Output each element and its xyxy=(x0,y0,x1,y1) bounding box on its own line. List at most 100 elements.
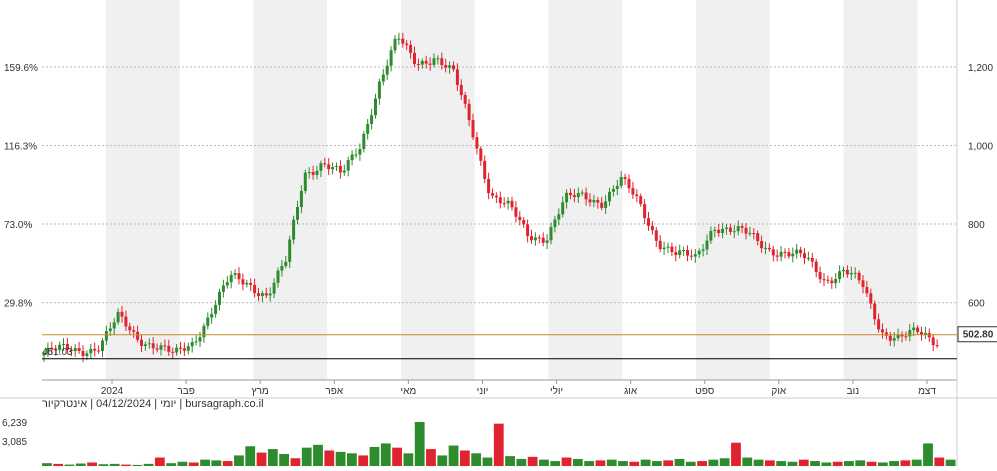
candle-body xyxy=(623,177,627,179)
candle-body xyxy=(920,331,923,335)
candle-body xyxy=(830,280,834,284)
candle-body xyxy=(186,346,190,351)
candle-body xyxy=(533,237,537,241)
volume-bar xyxy=(369,446,380,466)
candle-body xyxy=(233,273,237,275)
volume-bar xyxy=(380,443,391,466)
volume-bar xyxy=(844,461,854,466)
right-tick-label: 1,200 xyxy=(968,63,993,74)
candle-body xyxy=(167,345,171,352)
volume-bar xyxy=(697,461,707,466)
volume-bar xyxy=(324,450,335,466)
volume-bar xyxy=(222,461,233,466)
candle-body xyxy=(701,249,705,251)
last-price-label: 502.80 xyxy=(963,330,994,341)
volume-bar xyxy=(640,459,651,466)
candle-body xyxy=(588,199,592,203)
volume-bar xyxy=(154,457,165,466)
candle-body xyxy=(253,284,257,294)
candle-body xyxy=(280,265,284,271)
volume-bar xyxy=(923,443,933,466)
x-tick-label: אוג xyxy=(624,386,638,397)
volume-bar xyxy=(75,463,86,466)
volume-bar xyxy=(889,461,900,466)
candle-body xyxy=(108,328,112,332)
candle-body xyxy=(682,250,686,252)
candle-body xyxy=(912,327,916,331)
candle-body xyxy=(553,219,557,228)
candle-body xyxy=(143,344,147,347)
candle-body xyxy=(717,229,721,234)
candle-body xyxy=(338,166,342,173)
volume-bar xyxy=(877,462,888,466)
candle-body xyxy=(526,224,530,237)
candle-body xyxy=(576,193,580,198)
candle-body xyxy=(779,251,783,257)
candle-body xyxy=(845,269,849,275)
candle-body xyxy=(319,163,323,171)
candle-body xyxy=(194,341,198,343)
candle-body xyxy=(861,280,865,288)
candle-body xyxy=(136,331,140,340)
candle-body xyxy=(916,327,920,332)
candle-body xyxy=(923,333,927,335)
volume-bar xyxy=(742,457,753,466)
candle-body xyxy=(241,279,245,285)
candle-body xyxy=(744,227,748,234)
candle-body xyxy=(494,195,498,198)
candle-body xyxy=(229,274,233,283)
candle-body xyxy=(323,163,327,165)
volume-bar xyxy=(459,450,470,466)
candle-body xyxy=(709,230,713,241)
candle-body xyxy=(853,272,857,274)
volume-bar xyxy=(911,459,922,466)
candle-body xyxy=(381,74,385,82)
x-tick-label: יולי xyxy=(550,385,563,397)
candle-body xyxy=(569,192,572,196)
volume-bar xyxy=(731,442,741,466)
volume-bar xyxy=(267,449,278,466)
volume-bar xyxy=(821,462,832,466)
volume-bar xyxy=(347,453,357,466)
candle-body xyxy=(202,325,206,338)
candle-body xyxy=(58,344,62,351)
candle-body xyxy=(81,350,85,357)
candle-body xyxy=(877,319,881,330)
candle-body xyxy=(179,347,182,349)
volume-bar xyxy=(550,461,561,466)
candle-body xyxy=(643,204,647,219)
candle-body xyxy=(116,311,120,323)
volume-bar xyxy=(685,461,696,466)
x-tick-label: פבר xyxy=(177,386,194,397)
candle-body xyxy=(171,351,175,353)
candle-body xyxy=(791,253,795,257)
candle-body xyxy=(561,202,565,215)
candle-body xyxy=(428,63,432,65)
candle-body xyxy=(73,348,77,352)
x-tick-label: 2024 xyxy=(101,386,124,397)
volume-bar xyxy=(505,456,515,466)
candle-body xyxy=(557,214,561,220)
candle-body xyxy=(650,225,654,231)
candle-body xyxy=(522,220,526,225)
volume-bar xyxy=(177,461,188,466)
volume-bars xyxy=(42,422,956,466)
candle-body xyxy=(440,58,444,66)
candle-body xyxy=(303,172,307,191)
x-tick-label: אוק xyxy=(771,386,786,397)
candle-body xyxy=(463,95,467,104)
candle-body xyxy=(424,60,428,64)
candle-body xyxy=(299,190,303,208)
candle-body xyxy=(249,282,253,285)
candle-body xyxy=(377,81,381,99)
volume-bar xyxy=(618,461,628,466)
candle-body xyxy=(900,334,904,337)
candle-body xyxy=(245,282,249,285)
candle-body xyxy=(678,250,682,256)
volume-bar xyxy=(290,458,301,466)
candle-body xyxy=(873,303,877,320)
candle-body xyxy=(346,160,350,171)
month-band xyxy=(105,0,180,380)
